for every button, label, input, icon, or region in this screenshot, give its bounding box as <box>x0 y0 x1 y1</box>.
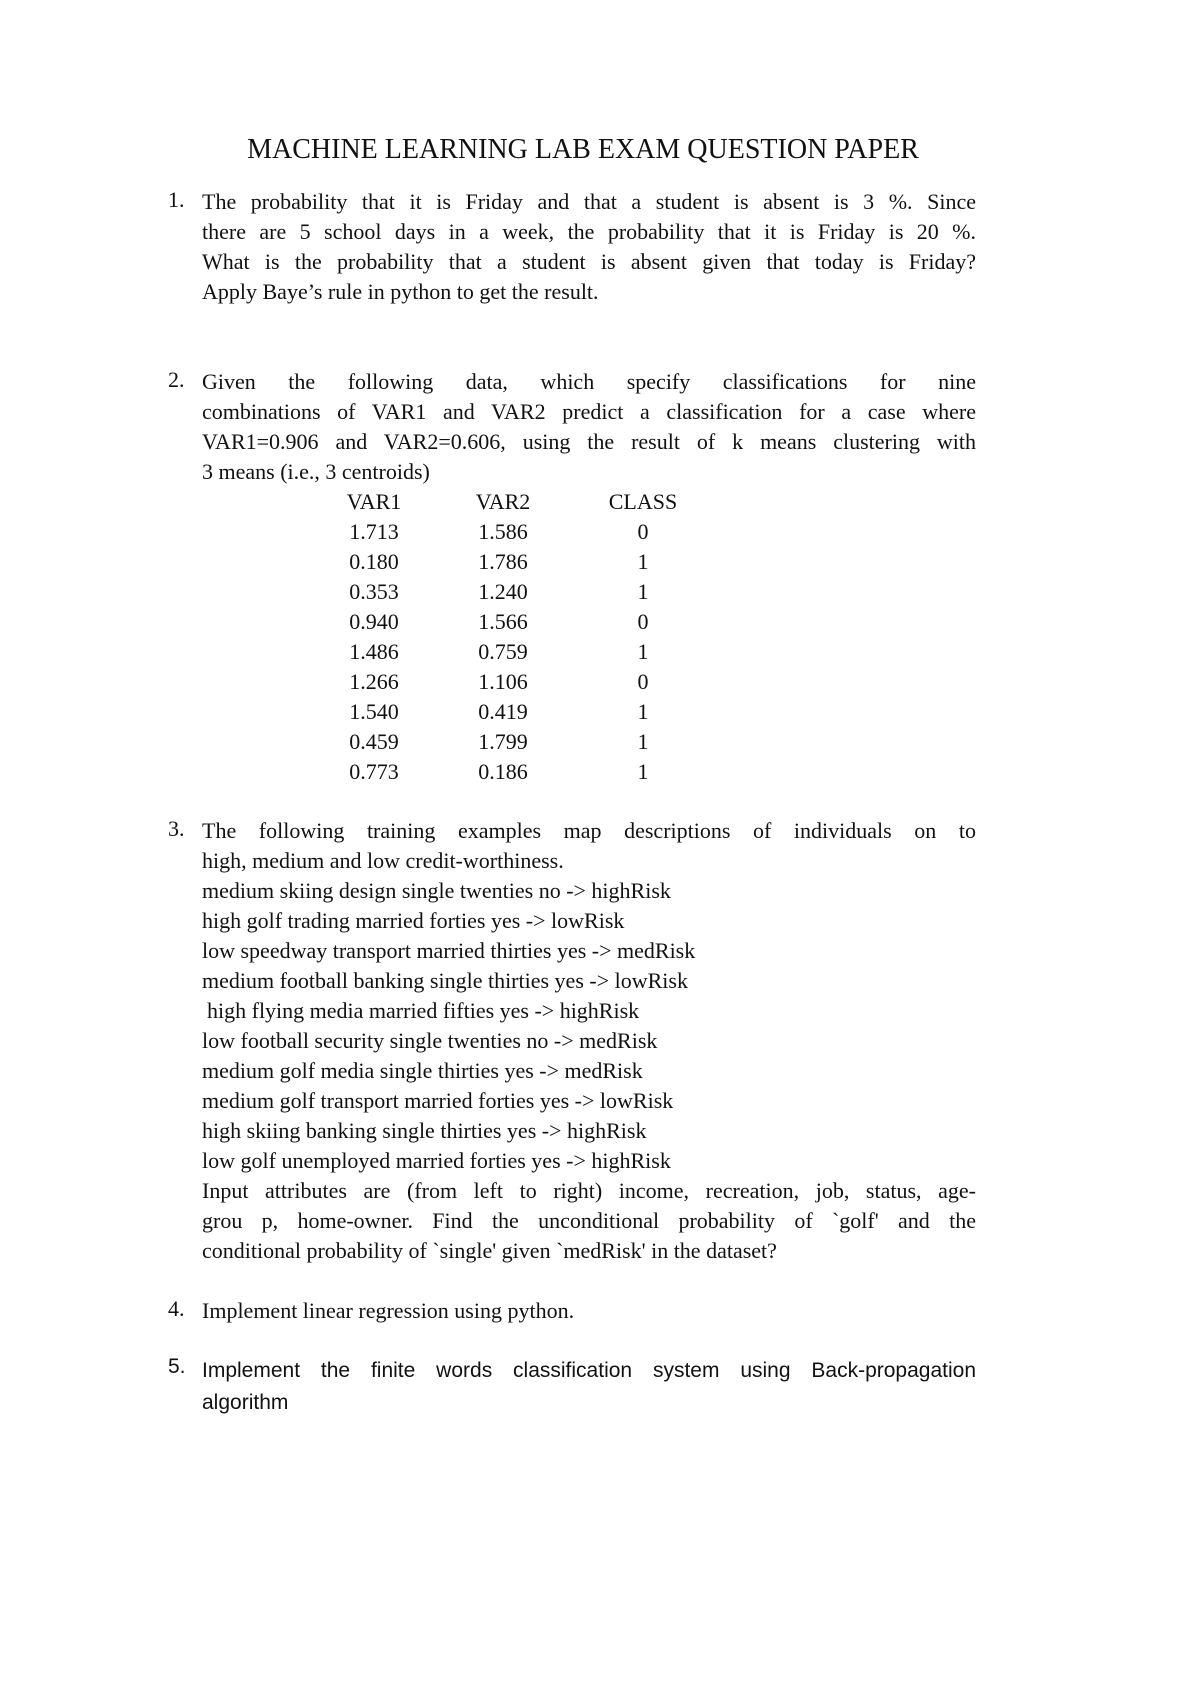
table-cell: 0.419 <box>478 699 528 724</box>
table-row: 1.713 1.586 0 <box>320 517 708 547</box>
table-cell: 0.940 <box>349 609 399 634</box>
text-line: low football security single twenties no… <box>202 1028 658 1053</box>
table-cell: 1 <box>637 579 649 604</box>
table-cell: 1.799 <box>478 729 528 754</box>
page-title: MACHINE LEARNING LAB EXAM QUESTION PAPER <box>247 134 919 165</box>
text-line: What is the probability that a student i… <box>202 249 976 274</box>
question-text: The probability that it is Friday and th… <box>202 187 976 307</box>
table-row: 0.940 1.566 0 <box>320 607 708 637</box>
text-line: medium football banking single thirties … <box>202 968 688 993</box>
text-line: high flying media married fifties yes ->… <box>207 998 640 1023</box>
text-line: medium golf media single thirties yes ->… <box>202 1058 643 1083</box>
table-row: 0.353 1.240 1 <box>320 577 708 607</box>
question-2: 2. Given the following data, which specif… <box>168 367 976 487</box>
table-cell: 1.786 <box>478 549 528 574</box>
question-4: 4. Implement linear regression using pyth… <box>168 1296 976 1326</box>
text-line: medium skiing design single twenties no … <box>202 878 671 903</box>
text-line: Input attributes are (from left to right… <box>202 1178 976 1203</box>
question-text: Implement the finite words classificatio… <box>202 1355 976 1419</box>
text-line: The following training examples map desc… <box>202 818 976 843</box>
text-line: medium golf transport married forties ye… <box>202 1088 674 1113</box>
text-line: grou p, home-owner. Find the uncondition… <box>202 1208 976 1233</box>
table-cell: 1.106 <box>478 669 528 694</box>
table-cell: 1.566 <box>478 609 528 634</box>
header-var1: VAR1 <box>346 489 402 514</box>
question-number: 2. <box>168 367 185 392</box>
text-line: VAR1=0.906 and VAR2=0.606, using the res… <box>202 429 976 454</box>
question-number: 4. <box>168 1296 185 1321</box>
data-table: VAR1 VAR2 CLASS 1.713 1.586 0 0.180 1.786 1 0.… <box>320 487 708 787</box>
table-row: 1.486 0.759 1 <box>320 637 708 667</box>
table-row: 1.266 1.106 0 <box>320 667 708 697</box>
text-line: The probability that it is Friday and th… <box>202 189 976 214</box>
table-cell: 0.186 <box>478 759 528 784</box>
table-row: 0.773 0.186 1 <box>320 757 708 787</box>
table-cell: 0.353 <box>349 579 399 604</box>
table-cell: 1 <box>637 699 649 724</box>
table-cell: 1.540 <box>349 699 399 724</box>
text-line: 3 means (i.e., 3 centroids) <box>202 459 430 484</box>
question-5: 5. Implement the finite words classificat… <box>168 1355 976 1419</box>
question-number: 1. <box>168 187 185 212</box>
question-text: Given the following data, which specify … <box>202 367 976 487</box>
table-cell: 1 <box>637 729 649 754</box>
table-cell: 1.240 <box>478 579 528 604</box>
text-line: low golf unemployed married forties yes … <box>202 1148 671 1173</box>
table-cell: 1.713 <box>349 519 399 544</box>
table-cell: 1 <box>637 639 649 664</box>
table-row: 0.180 1.786 1 <box>320 547 708 577</box>
text-line: Implement linear regression using python… <box>202 1298 575 1323</box>
question-3: 3. The following training examples map de… <box>168 816 976 1266</box>
table-cell: 1 <box>637 759 649 784</box>
table-cell: 0.759 <box>478 639 528 664</box>
question-1: 1. The probability that it is Friday and … <box>168 187 976 307</box>
text-line: there are 5 school days in a week, the p… <box>202 219 976 244</box>
table-cell: 1.586 <box>478 519 528 544</box>
text-line: high, medium and low credit-worthiness. <box>202 848 564 873</box>
table-cell: 0 <box>637 669 649 694</box>
question-text: The following training examples map desc… <box>202 816 976 1266</box>
table-row: 1.540 0.419 1 <box>320 697 708 727</box>
table-cell: 0 <box>637 609 649 634</box>
table-cell: 1.486 <box>349 639 399 664</box>
question-text: Implement linear regression using python… <box>202 1296 976 1326</box>
text-line: Implement the finite words classificatio… <box>202 1359 976 1382</box>
table-cell: 0.180 <box>349 549 399 574</box>
text-line: Given the following data, which specify … <box>202 369 976 394</box>
table-cell: 0 <box>637 519 649 544</box>
question-number: 3. <box>168 816 185 841</box>
text-line: low speedway transport married thirties … <box>202 938 696 963</box>
table-header-row: VAR1 VAR2 CLASS <box>320 487 708 517</box>
header-var2: VAR2 <box>475 489 531 514</box>
table-cell: 1 <box>637 549 649 574</box>
text-line: conditional probability of `single' give… <box>202 1238 777 1263</box>
text-line: high skiing banking single thirties yes … <box>202 1118 647 1143</box>
text-line: Apply Baye’s rule in python to get the r… <box>202 279 599 304</box>
table-row: 0.459 1.799 1 <box>320 727 708 757</box>
text-line: algorithm <box>202 1391 289 1414</box>
header-class: CLASS <box>608 489 678 514</box>
table-cell: 0.459 <box>349 729 399 754</box>
table-cell: 0.773 <box>349 759 399 784</box>
text-line: combinations of VAR1 and VAR2 predict a … <box>202 399 976 424</box>
question-number: 5. <box>168 1355 186 1378</box>
table-cell: 1.266 <box>349 669 399 694</box>
text-line: high golf trading married forties yes ->… <box>202 908 625 933</box>
